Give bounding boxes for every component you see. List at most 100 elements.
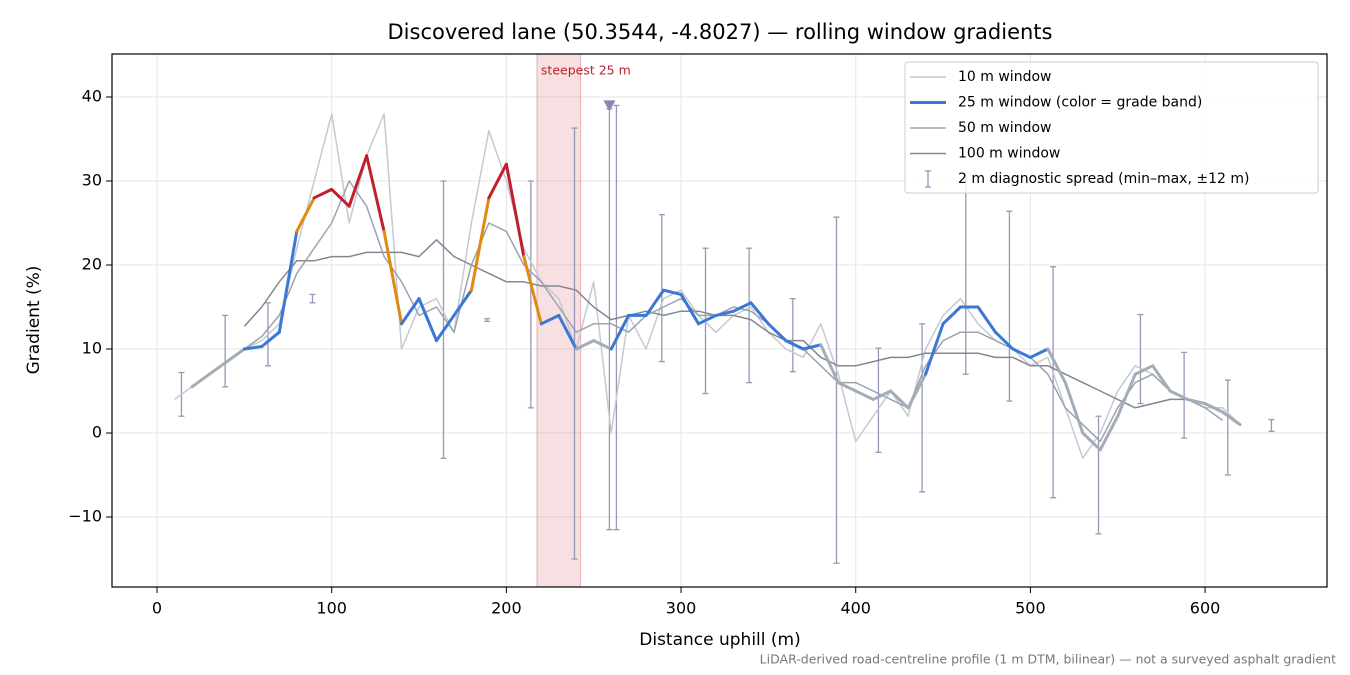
error-bar <box>1224 379 1231 476</box>
series-segment <box>557 313 578 351</box>
series-line <box>243 239 1206 409</box>
series-segment <box>400 297 421 326</box>
error-bar <box>1268 418 1275 432</box>
series-segment <box>801 343 823 351</box>
series-segment <box>836 381 858 393</box>
series-segment <box>295 196 316 233</box>
series-segment <box>1011 347 1032 359</box>
series-segment <box>1063 381 1085 435</box>
series-segment <box>1151 364 1172 393</box>
y-tick-label: 30 <box>82 171 102 190</box>
y-axis-label: Gradient (%) <box>24 266 44 375</box>
series-segment <box>330 187 351 208</box>
footnote: LiDAR-derived road-centreline profile (1… <box>760 652 1336 667</box>
y-tick-label: 10 <box>82 339 102 358</box>
series-line <box>191 180 1223 443</box>
series-segment <box>1203 402 1225 414</box>
series-segment <box>644 288 666 317</box>
series-segment <box>504 162 526 259</box>
error-bar <box>833 216 840 564</box>
series-segment <box>1221 410 1242 427</box>
chart-title: Discovered lane (50.3544, -4.8027) — rol… <box>388 20 1053 44</box>
series-segment <box>1028 347 1050 359</box>
series-segment <box>1046 347 1067 385</box>
error-bar <box>527 180 534 409</box>
series-segment <box>225 347 246 364</box>
peak-marker <box>603 100 616 112</box>
error-bar <box>1181 351 1188 439</box>
series-line <box>174 113 1241 459</box>
series-segment <box>749 301 770 326</box>
series-segment <box>609 313 631 351</box>
series-segment <box>1116 372 1137 418</box>
series-segment <box>190 372 211 389</box>
error-bar <box>222 314 229 388</box>
series-segment <box>1133 364 1155 376</box>
series-segment <box>731 301 753 313</box>
series-segment <box>242 344 264 351</box>
x-tick-label: 0 <box>152 599 162 618</box>
error-bar <box>658 213 665 363</box>
error-bar <box>1050 266 1057 499</box>
series-segment <box>277 229 299 334</box>
series-segment <box>434 313 456 343</box>
legend-label: 25 m window (color = grade band) <box>958 95 1202 111</box>
series-segment <box>417 297 438 343</box>
series-segment <box>469 196 491 292</box>
series-segment <box>522 255 543 326</box>
series-segment <box>854 389 875 401</box>
error-bar <box>789 297 796 373</box>
legend-label: 100 m window <box>958 146 1060 162</box>
series-segment <box>592 339 613 351</box>
series-segment <box>347 154 369 208</box>
series-segment <box>1081 431 1102 452</box>
series-segment <box>260 330 281 348</box>
y-tick-label: 40 <box>82 87 102 106</box>
series-segment <box>574 339 596 351</box>
x-axis-label: Distance uphill (m) <box>639 630 800 650</box>
y-tick-label: 20 <box>82 255 102 274</box>
series-segment <box>207 360 229 376</box>
series-segment <box>871 389 893 401</box>
highlight-label: steepest 25 m <box>541 63 631 78</box>
error-bar <box>1006 210 1013 402</box>
series-segment <box>1186 397 1207 406</box>
legend-box <box>904 61 1319 194</box>
series-segment <box>662 288 683 296</box>
series-segment <box>679 292 701 326</box>
series-segment <box>312 187 334 200</box>
error-bar <box>1137 313 1144 405</box>
series-segment <box>452 288 473 317</box>
error-bar <box>919 323 926 493</box>
legend-label: 50 m window <box>958 120 1051 136</box>
series-segment <box>697 313 718 326</box>
series-segment <box>365 154 386 233</box>
series-segment <box>539 313 561 326</box>
error-bar <box>962 171 969 375</box>
x-tick-label: 100 <box>316 599 347 618</box>
x-tick-label: 600 <box>1190 599 1221 618</box>
y-tick-label: −10 <box>68 507 102 526</box>
error-bar <box>1095 415 1102 535</box>
series-segment <box>784 339 805 351</box>
legend: 10 m window 25 m window (color = grade ba… <box>904 61 1319 194</box>
plot-frame <box>111 53 1328 588</box>
series-segment <box>766 322 788 343</box>
x-tick-label: 500 <box>1015 599 1046 618</box>
series-segment <box>1168 389 1190 401</box>
series-segment <box>906 372 928 410</box>
series-segment <box>1098 414 1120 452</box>
series-segment <box>941 305 963 326</box>
legend-label: 2 m diagnostic spread (min–max, ±12 m) <box>958 171 1249 187</box>
error-bar <box>746 247 753 384</box>
y-tick-label: 0 <box>92 423 102 442</box>
error-bar <box>484 318 491 322</box>
series-segment <box>924 322 945 376</box>
legend-label: 10 m window <box>958 69 1051 85</box>
series-segment <box>889 389 910 410</box>
x-tick-label: 300 <box>666 599 697 618</box>
error-bar <box>440 180 447 459</box>
series-segment <box>976 305 997 334</box>
error-bar <box>875 347 882 453</box>
